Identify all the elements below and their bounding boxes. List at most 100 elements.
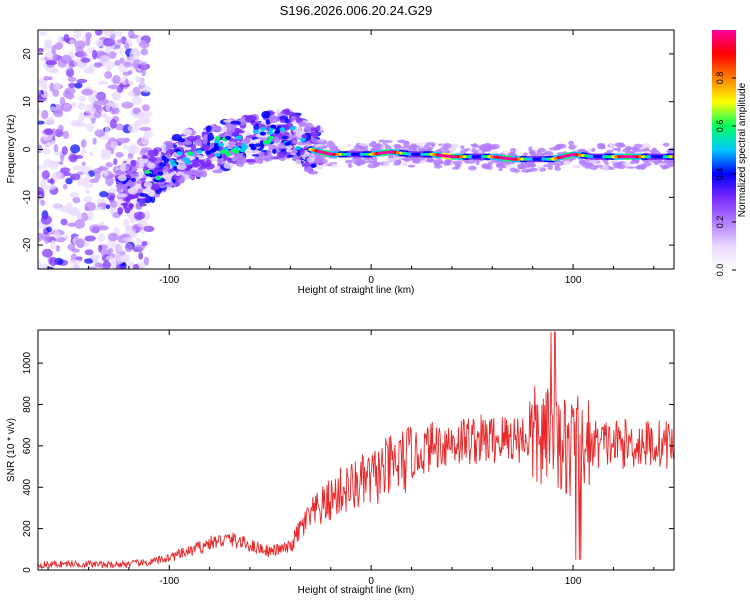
spectrogram-spot: [284, 141, 291, 146]
spectrogram-blob: [96, 104, 103, 114]
spectrogram-blob: [44, 236, 50, 244]
spectrogram-blob: [77, 102, 85, 110]
spectrogram-blob: [116, 183, 125, 191]
spectrogram-blob: [78, 50, 87, 59]
spectrogram-blob: [411, 145, 420, 149]
spectrogram-blob: [198, 159, 205, 164]
spectrogram-blob: [335, 148, 340, 152]
spectrogram-blob: [103, 30, 115, 37]
spectrogram-blob: [76, 78, 88, 84]
spectrogram-blob: [123, 61, 132, 68]
spectrogram-blob: [434, 162, 440, 167]
spectrogram-blob: [143, 181, 153, 188]
spectrogram-blob: [397, 139, 407, 144]
spectrogram-spot: [274, 130, 281, 134]
spectrogram-blob: [61, 146, 68, 156]
spectrogram-blob: [94, 262, 103, 268]
spectrogram-spot: [235, 135, 242, 140]
spectrogram-blob: [40, 178, 47, 189]
spectrogram-blob: [76, 177, 87, 187]
spectrogram-blob: [99, 191, 109, 198]
spectrogram-blob: [589, 159, 598, 164]
spectrogram-blob: [644, 148, 650, 152]
spectrogram-blob: [528, 146, 533, 152]
spectrogram-blob: [52, 81, 61, 91]
spectrogram-blob: [166, 141, 174, 149]
spectrogram-blob: [275, 108, 281, 115]
spectrogram-blob: [111, 90, 122, 101]
spectrogram-blob: [107, 188, 119, 194]
snr-x-tick-label: 100: [565, 576, 582, 587]
spectrogram-blob: [298, 121, 307, 127]
spectrogram-blob: [115, 151, 124, 158]
spectrogram-blob: [122, 71, 132, 76]
spectrogram-blob: [264, 153, 274, 162]
spectrogram-blob: [383, 161, 391, 167]
spectrogram-blob: [68, 154, 78, 163]
spectrogram-blob: [372, 156, 378, 163]
spectrogram-blob: [119, 57, 125, 65]
spectrogram-spot: [279, 127, 286, 132]
spectrogram-blob: [109, 200, 119, 208]
spectrogram-blob: [355, 160, 365, 166]
spectrogram-blob: [113, 227, 120, 235]
spectrogram-blob: [572, 164, 581, 169]
snr-y-tick-label: 400: [22, 478, 33, 495]
spectrogram-blob: [204, 163, 215, 170]
spectrogram-blob: [591, 147, 596, 152]
spectrogram-blob: [272, 148, 277, 155]
spectrogram-blob: [49, 106, 57, 112]
spectrogram-blob: [114, 252, 121, 261]
spectrogram-blob: [147, 149, 158, 158]
spectrogram-blob: [136, 112, 145, 119]
spectrogram-blob: [106, 61, 115, 69]
spectrogram-blob: [104, 71, 113, 79]
spectrogram-y-label: Frequency (Hz): [6, 115, 17, 184]
spectrogram-blob: [662, 142, 670, 147]
spectrogram-blob: [452, 166, 460, 170]
spectrogram-blob: [59, 96, 66, 106]
spectrogram-blob: [98, 244, 103, 253]
spectrogram-blob: [661, 166, 667, 170]
colorbar-tick-label: 0.6: [715, 120, 725, 133]
spectrogram-blob: [106, 238, 118, 249]
spectrogram-blob: [214, 165, 221, 170]
spectrogram-blob: [625, 145, 632, 151]
spectrogram-blob: [123, 202, 128, 210]
snr-y-tick-label: 200: [22, 520, 33, 537]
spectrogram-blob: [50, 240, 56, 249]
spectrogram-blob: [243, 137, 251, 144]
spectrogram-blob: [94, 170, 101, 181]
spectrogram-blob: [465, 160, 476, 164]
spectrogram-blob: [130, 47, 139, 55]
spectrogram-blob: [316, 163, 324, 170]
spectrogram-blob: [301, 134, 308, 139]
snr-y-tick-label: 800: [22, 396, 33, 413]
spectrogram-blob: [124, 242, 133, 253]
spectrogram-blob: [104, 126, 110, 135]
spectrogram-blob: [664, 164, 674, 168]
spectrogram-blob: [460, 145, 465, 150]
colorbar-fill: [712, 30, 736, 270]
spectrogram-blob: [55, 245, 61, 252]
spectrogram-blob: [478, 149, 483, 154]
snr-y-tick-label: 1000: [22, 352, 33, 375]
spectrogram-blob: [254, 143, 263, 148]
spectrogram-blob: [79, 111, 85, 122]
spectrogram-blob: [640, 165, 646, 170]
spectrogram-spot: [262, 140, 269, 145]
spectrogram-blob: [407, 164, 416, 168]
spectrogram-spot: [214, 139, 221, 144]
spectrogram-blob: [117, 39, 124, 44]
spectrogram-blob: [38, 165, 47, 170]
spectrogram-blob: [65, 177, 73, 185]
snr-marks: [38, 331, 674, 570]
spectrogram-blob: [125, 196, 131, 204]
spectrogram-blob: [197, 143, 203, 146]
spectrogram-spot: [144, 170, 151, 174]
spectrogram-blob: [38, 144, 43, 154]
spectrogram-blob: [41, 170, 50, 180]
spectrogram-blob: [42, 148, 51, 155]
spectrogram-blob: [165, 183, 177, 187]
